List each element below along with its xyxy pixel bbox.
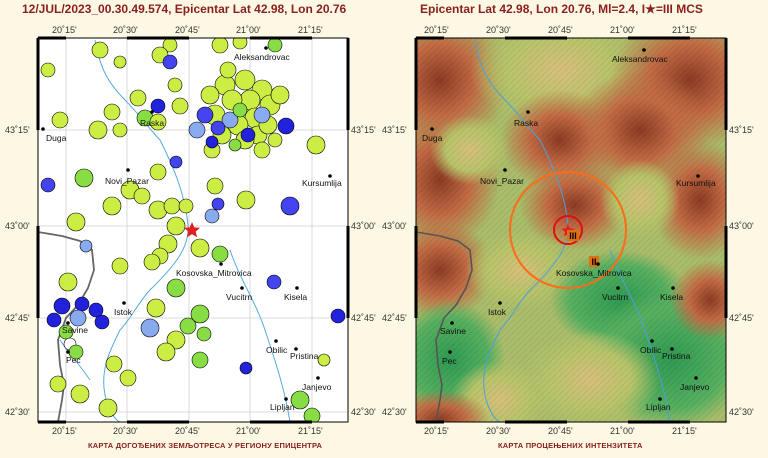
left-top-tick: 20˚15'	[52, 25, 77, 35]
left-town-label: Duga	[46, 133, 67, 143]
left-town-label: Istok	[114, 307, 133, 317]
left-town-label: Novi_Pazar	[105, 176, 149, 186]
left-town-label: Kisela	[284, 292, 307, 302]
left-left-tick: 43˚00'	[5, 221, 30, 231]
left-rivers	[59, 39, 291, 422]
left-epicenter-star	[184, 222, 200, 238]
left-map-title: 12/JUL/2023_00.30.49.574, Epicentar Lat …	[22, 2, 347, 16]
left-bottom-tick: 21˚15'	[298, 426, 323, 436]
left-bottom-tick: 20˚45'	[175, 426, 200, 436]
left-town-label: Lipljan	[270, 402, 295, 412]
left-top-tick: 21˚15'	[298, 25, 323, 35]
left-map-caption: КАРТА ДОГОЂЕНИХ ЗЕМЉОТРЕСА У РЕГИОНУ ЕПИ…	[88, 441, 323, 450]
left-top-tick: 21˚00'	[236, 25, 261, 35]
left-left-tick: 42˚45'	[5, 313, 30, 323]
left-top-tick: 20˚45'	[175, 25, 200, 35]
left-town-label: Vucitrn	[226, 292, 252, 302]
left-town-label: Janjevo	[302, 382, 332, 392]
left-bottom-tick: 20˚30'	[113, 426, 138, 436]
left-right-tick: 42˚30'	[351, 407, 376, 417]
left-top-tick: 20˚30'	[113, 25, 138, 35]
left-town-label: Pec	[66, 355, 81, 365]
left-town-label: Obilic	[266, 345, 288, 355]
left-left-tick: 42˚30'	[5, 407, 30, 417]
left-right-tick: 43˚15'	[351, 125, 376, 135]
left-town-label: Pristina	[290, 351, 319, 361]
right-map-caption: КАРТА ПРОЦЕЊЕНИХ ИНТЕНЗИТЕТА	[498, 441, 643, 450]
left-right-tick: 43˚00'	[351, 221, 376, 231]
left-town-label: Raska	[140, 118, 164, 128]
left-bottom-tick: 20˚15'	[52, 426, 77, 436]
right-map-title: Epicentar Lat 42.98, Lon 20.76, Ml=2.4, …	[420, 2, 703, 16]
left-town-label: Savine	[62, 325, 88, 335]
left-town-label: Kosovska_Mitrovica	[176, 268, 252, 278]
left-right-tick: 42˚45'	[351, 313, 376, 323]
left-earthquake-circles	[40, 38, 346, 422]
left-frame-ticks	[36, 36, 350, 424]
left-bottom-tick: 21˚00'	[236, 426, 261, 436]
left-town-label: Aleksandrovac	[234, 52, 291, 62]
left-left-tick: 43˚15'	[5, 125, 30, 135]
left-town-label: Kursumlija	[302, 178, 342, 188]
left-towns: Aleksandrovac Raska Duga Novi_Pazar Kurs…	[41, 46, 342, 412]
